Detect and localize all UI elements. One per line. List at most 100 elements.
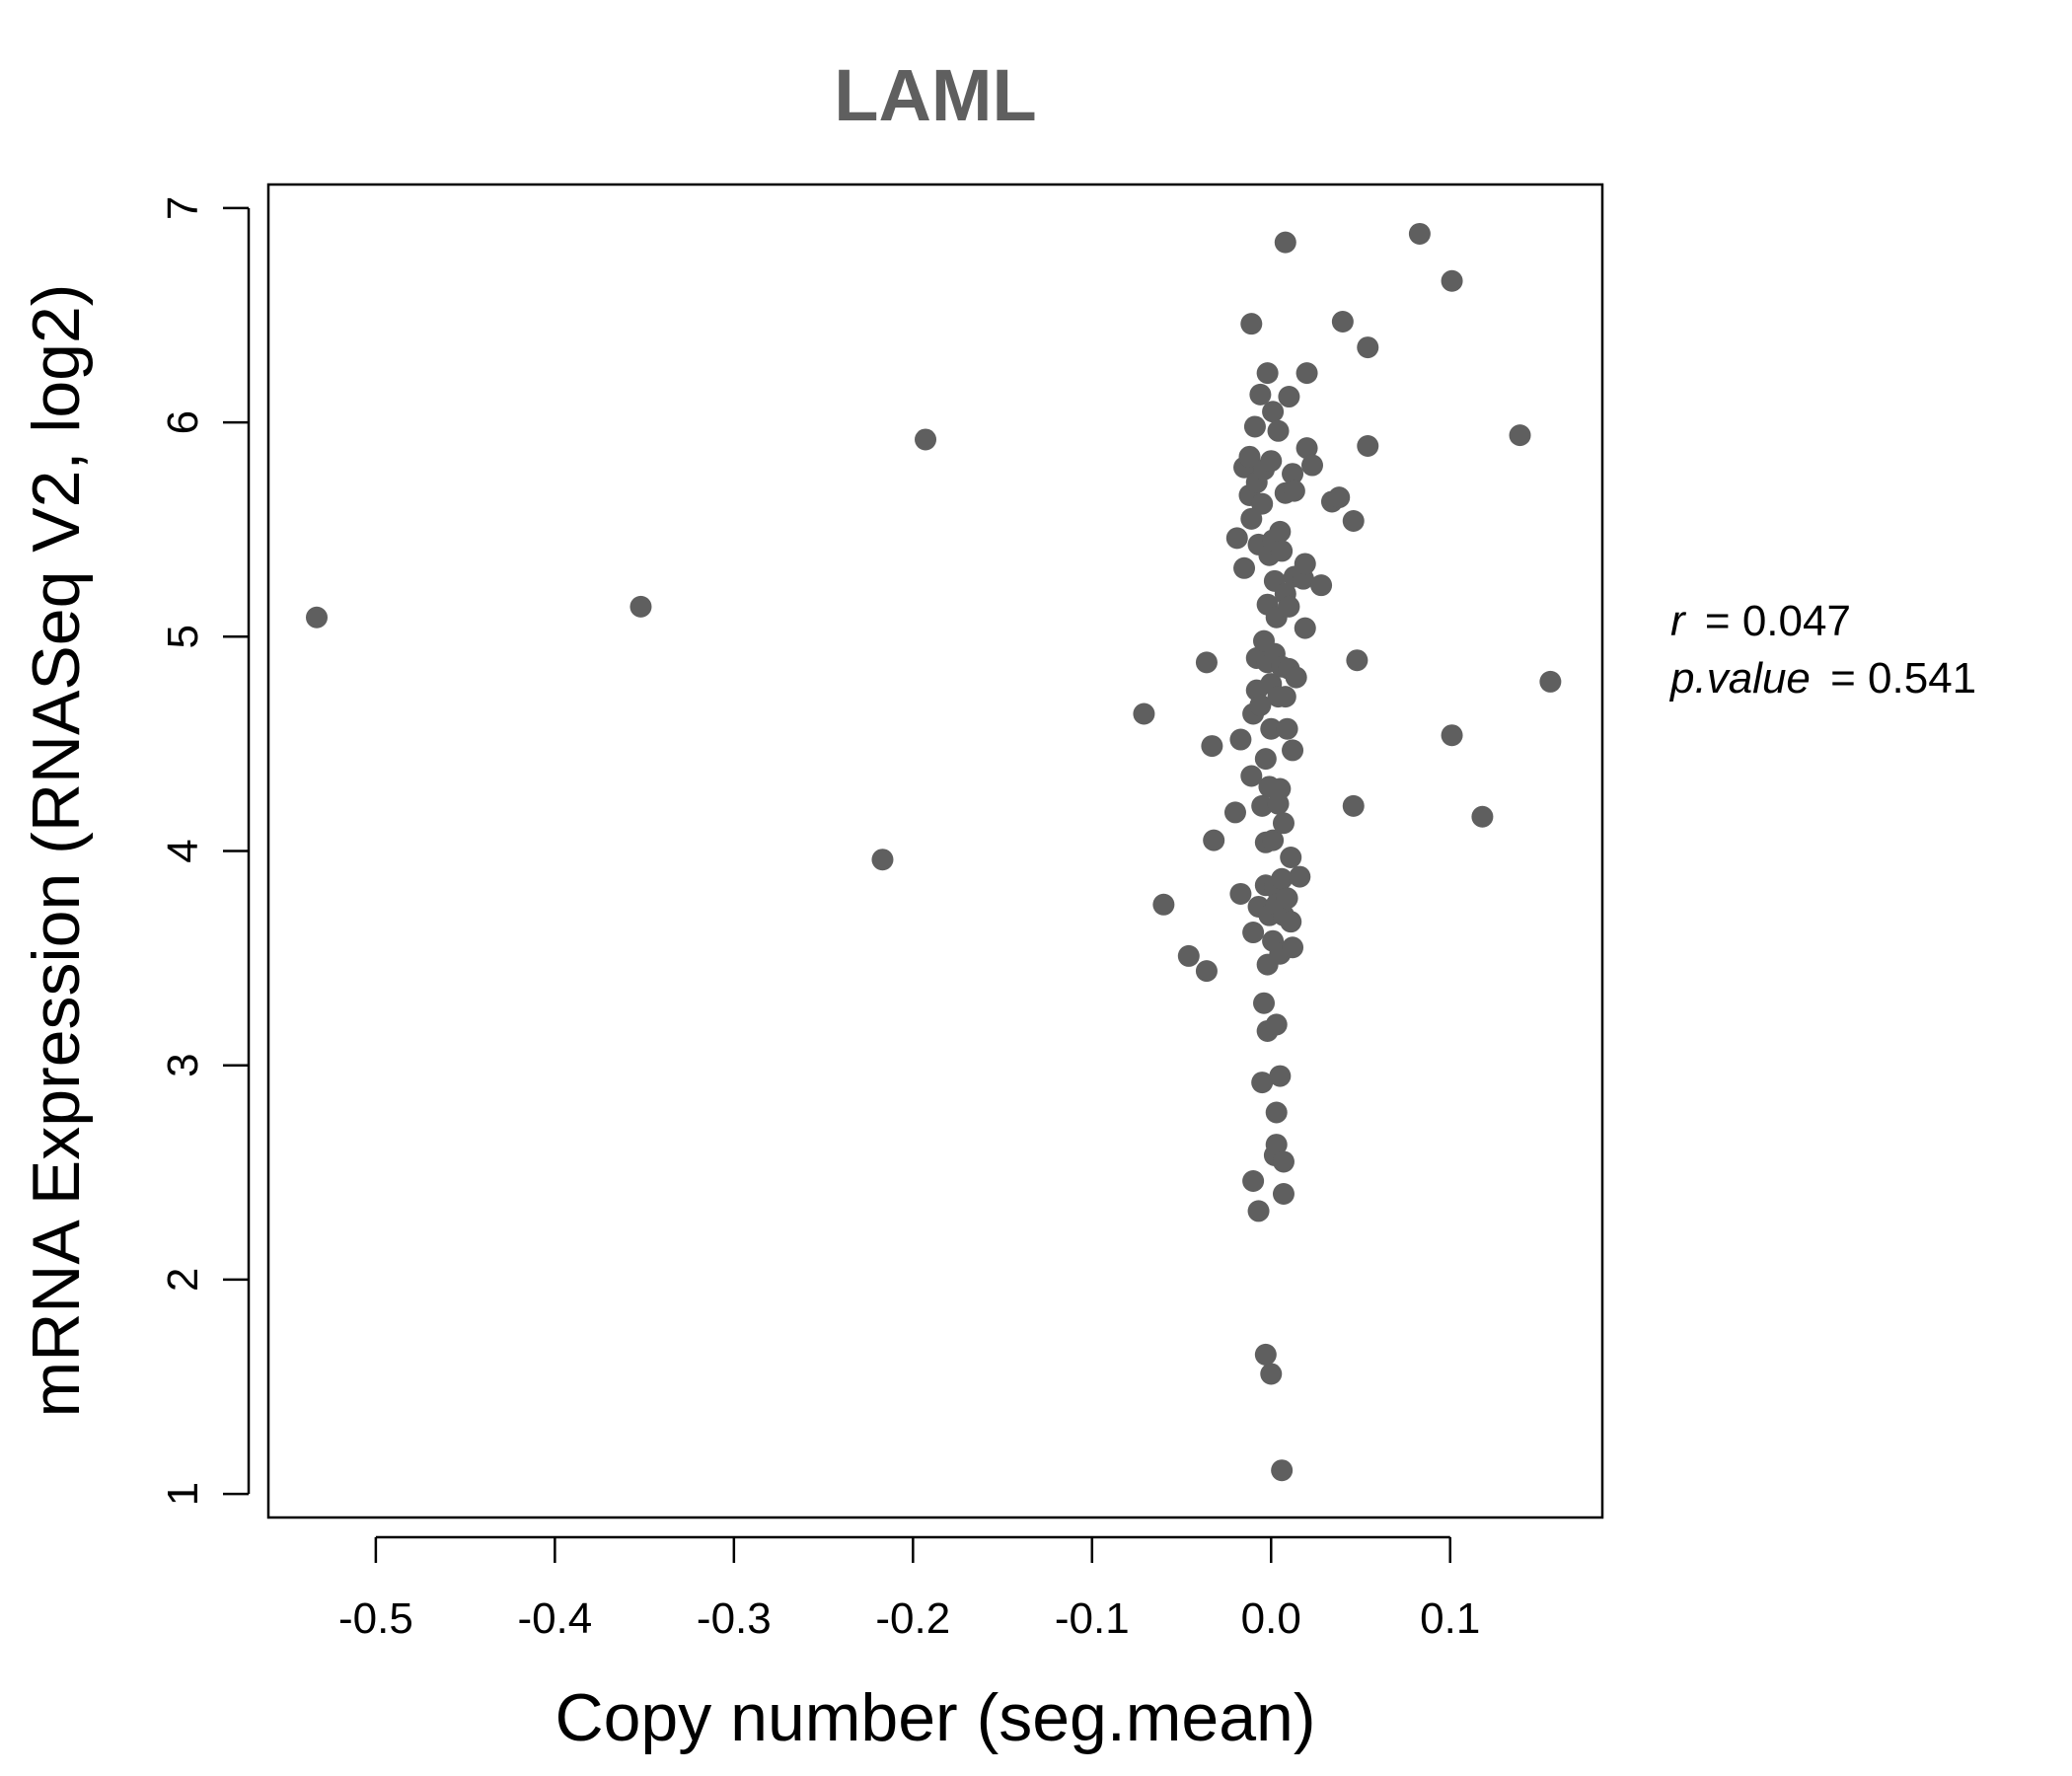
data-point: [1256, 362, 1279, 385]
data-point: [1310, 574, 1333, 597]
data-point: [1278, 386, 1300, 408]
data-point: [915, 428, 937, 451]
data-point: [1274, 231, 1296, 254]
data-point: [1280, 847, 1302, 869]
data-point: [1342, 510, 1365, 533]
data-point: [1357, 434, 1379, 457]
data-point: [1195, 960, 1218, 983]
data-point: [1229, 882, 1252, 905]
data-point: [1294, 617, 1316, 639]
y-tick-label: 7: [159, 196, 207, 220]
data-point: [1265, 1101, 1288, 1124]
y-tick-label: 4: [159, 839, 207, 862]
x-tick-label: -0.1: [1055, 1594, 1130, 1643]
data-point: [1267, 419, 1290, 442]
data-point: [1271, 867, 1294, 890]
data-point: [1240, 765, 1263, 787]
data-point: [1271, 1459, 1294, 1482]
data-point: [1265, 1134, 1288, 1156]
data-point: [1408, 222, 1431, 245]
y-tick-label: 5: [159, 625, 207, 648]
data-point: [1294, 553, 1316, 575]
data-point: [1238, 445, 1261, 468]
p-value: 0.541: [1868, 654, 1976, 703]
data-point: [1342, 794, 1365, 817]
data-point: [629, 595, 652, 618]
data-point: [1262, 829, 1285, 851]
data-point: [1282, 936, 1304, 959]
y-tick-label: 6: [159, 410, 207, 434]
data-point: [1249, 383, 1272, 406]
data-point: [1274, 686, 1296, 708]
data-point: [1265, 1013, 1288, 1036]
data-point: [1282, 463, 1304, 485]
data-point: [1247, 1200, 1270, 1222]
r-value: 0.047: [1742, 597, 1851, 645]
y-axis-label: mRNA Expression (RNASeq V2, log2): [19, 284, 94, 1418]
data-point: [1280, 911, 1302, 933]
chart-title: LAML: [834, 54, 1037, 136]
data-point: [871, 849, 894, 871]
data-point: [1357, 336, 1379, 359]
data-point: [1331, 311, 1354, 333]
data-point: [1295, 437, 1318, 460]
data-point: [1282, 739, 1304, 762]
data-point: [1269, 1065, 1292, 1087]
y-axis: 1 2 3 4 5 6 7: [159, 196, 251, 1506]
data-point: [1253, 992, 1276, 1014]
x-axis: -0.5 -0.4 -0.3 -0.2 -0.1 0.0 0.1: [338, 1535, 1480, 1643]
data-point: [1251, 1072, 1274, 1094]
data-point: [1233, 556, 1256, 579]
data-point: [1243, 415, 1266, 438]
data-point: [1271, 540, 1294, 562]
data-point: [1441, 269, 1463, 292]
data-points: [305, 222, 1562, 1482]
data-point: [1272, 1183, 1295, 1206]
x-tick-label: -0.4: [517, 1594, 592, 1643]
data-point: [1272, 1150, 1295, 1173]
data-point: [1201, 735, 1223, 758]
data-point: [1269, 777, 1292, 800]
x-tick-label: 0.0: [1241, 1594, 1301, 1643]
x-axis-label: Copy number (seg.mean): [555, 1680, 1315, 1755]
data-point: [1254, 1343, 1277, 1366]
data-point: [1301, 454, 1324, 477]
data-point: [1269, 520, 1292, 543]
y-tick-label: 3: [159, 1053, 207, 1076]
data-point: [1152, 893, 1175, 916]
data-point: [305, 606, 328, 629]
r-label: r: [1670, 597, 1687, 645]
data-point: [1251, 492, 1274, 515]
data-point: [1289, 865, 1311, 888]
data-point: [1229, 728, 1252, 751]
data-point: [1295, 362, 1318, 385]
x-tick-label: -0.2: [875, 1594, 950, 1643]
data-point: [1276, 887, 1298, 910]
plot-frame: [266, 183, 1604, 1519]
data-point: [1249, 694, 1272, 716]
x-tick-label: -0.5: [338, 1594, 413, 1643]
r-statistic: r = 0.047: [1670, 597, 1851, 645]
data-point: [1260, 450, 1283, 473]
data-point: [1260, 1363, 1283, 1385]
data-point: [1251, 794, 1274, 817]
data-point: [1272, 812, 1295, 835]
data-point: [1177, 944, 1200, 967]
data-point: [1539, 670, 1562, 693]
data-point: [1346, 649, 1369, 672]
data-point: [1278, 595, 1300, 618]
p-statistic: p.value = 0.541: [1668, 654, 1976, 703]
data-point: [1260, 717, 1283, 740]
data-point: [1285, 666, 1307, 689]
data-point: [1225, 527, 1248, 550]
data-point: [1240, 313, 1263, 335]
x-tick-label: 0.1: [1420, 1594, 1480, 1643]
y-tick-label: 1: [159, 1482, 207, 1506]
data-point: [1203, 829, 1225, 851]
data-point: [1242, 922, 1265, 944]
data-point: [1262, 401, 1285, 423]
data-point: [1242, 1169, 1265, 1192]
y-tick-label: 2: [159, 1268, 207, 1292]
p-label: p.value: [1668, 654, 1811, 703]
data-point: [1254, 748, 1277, 771]
